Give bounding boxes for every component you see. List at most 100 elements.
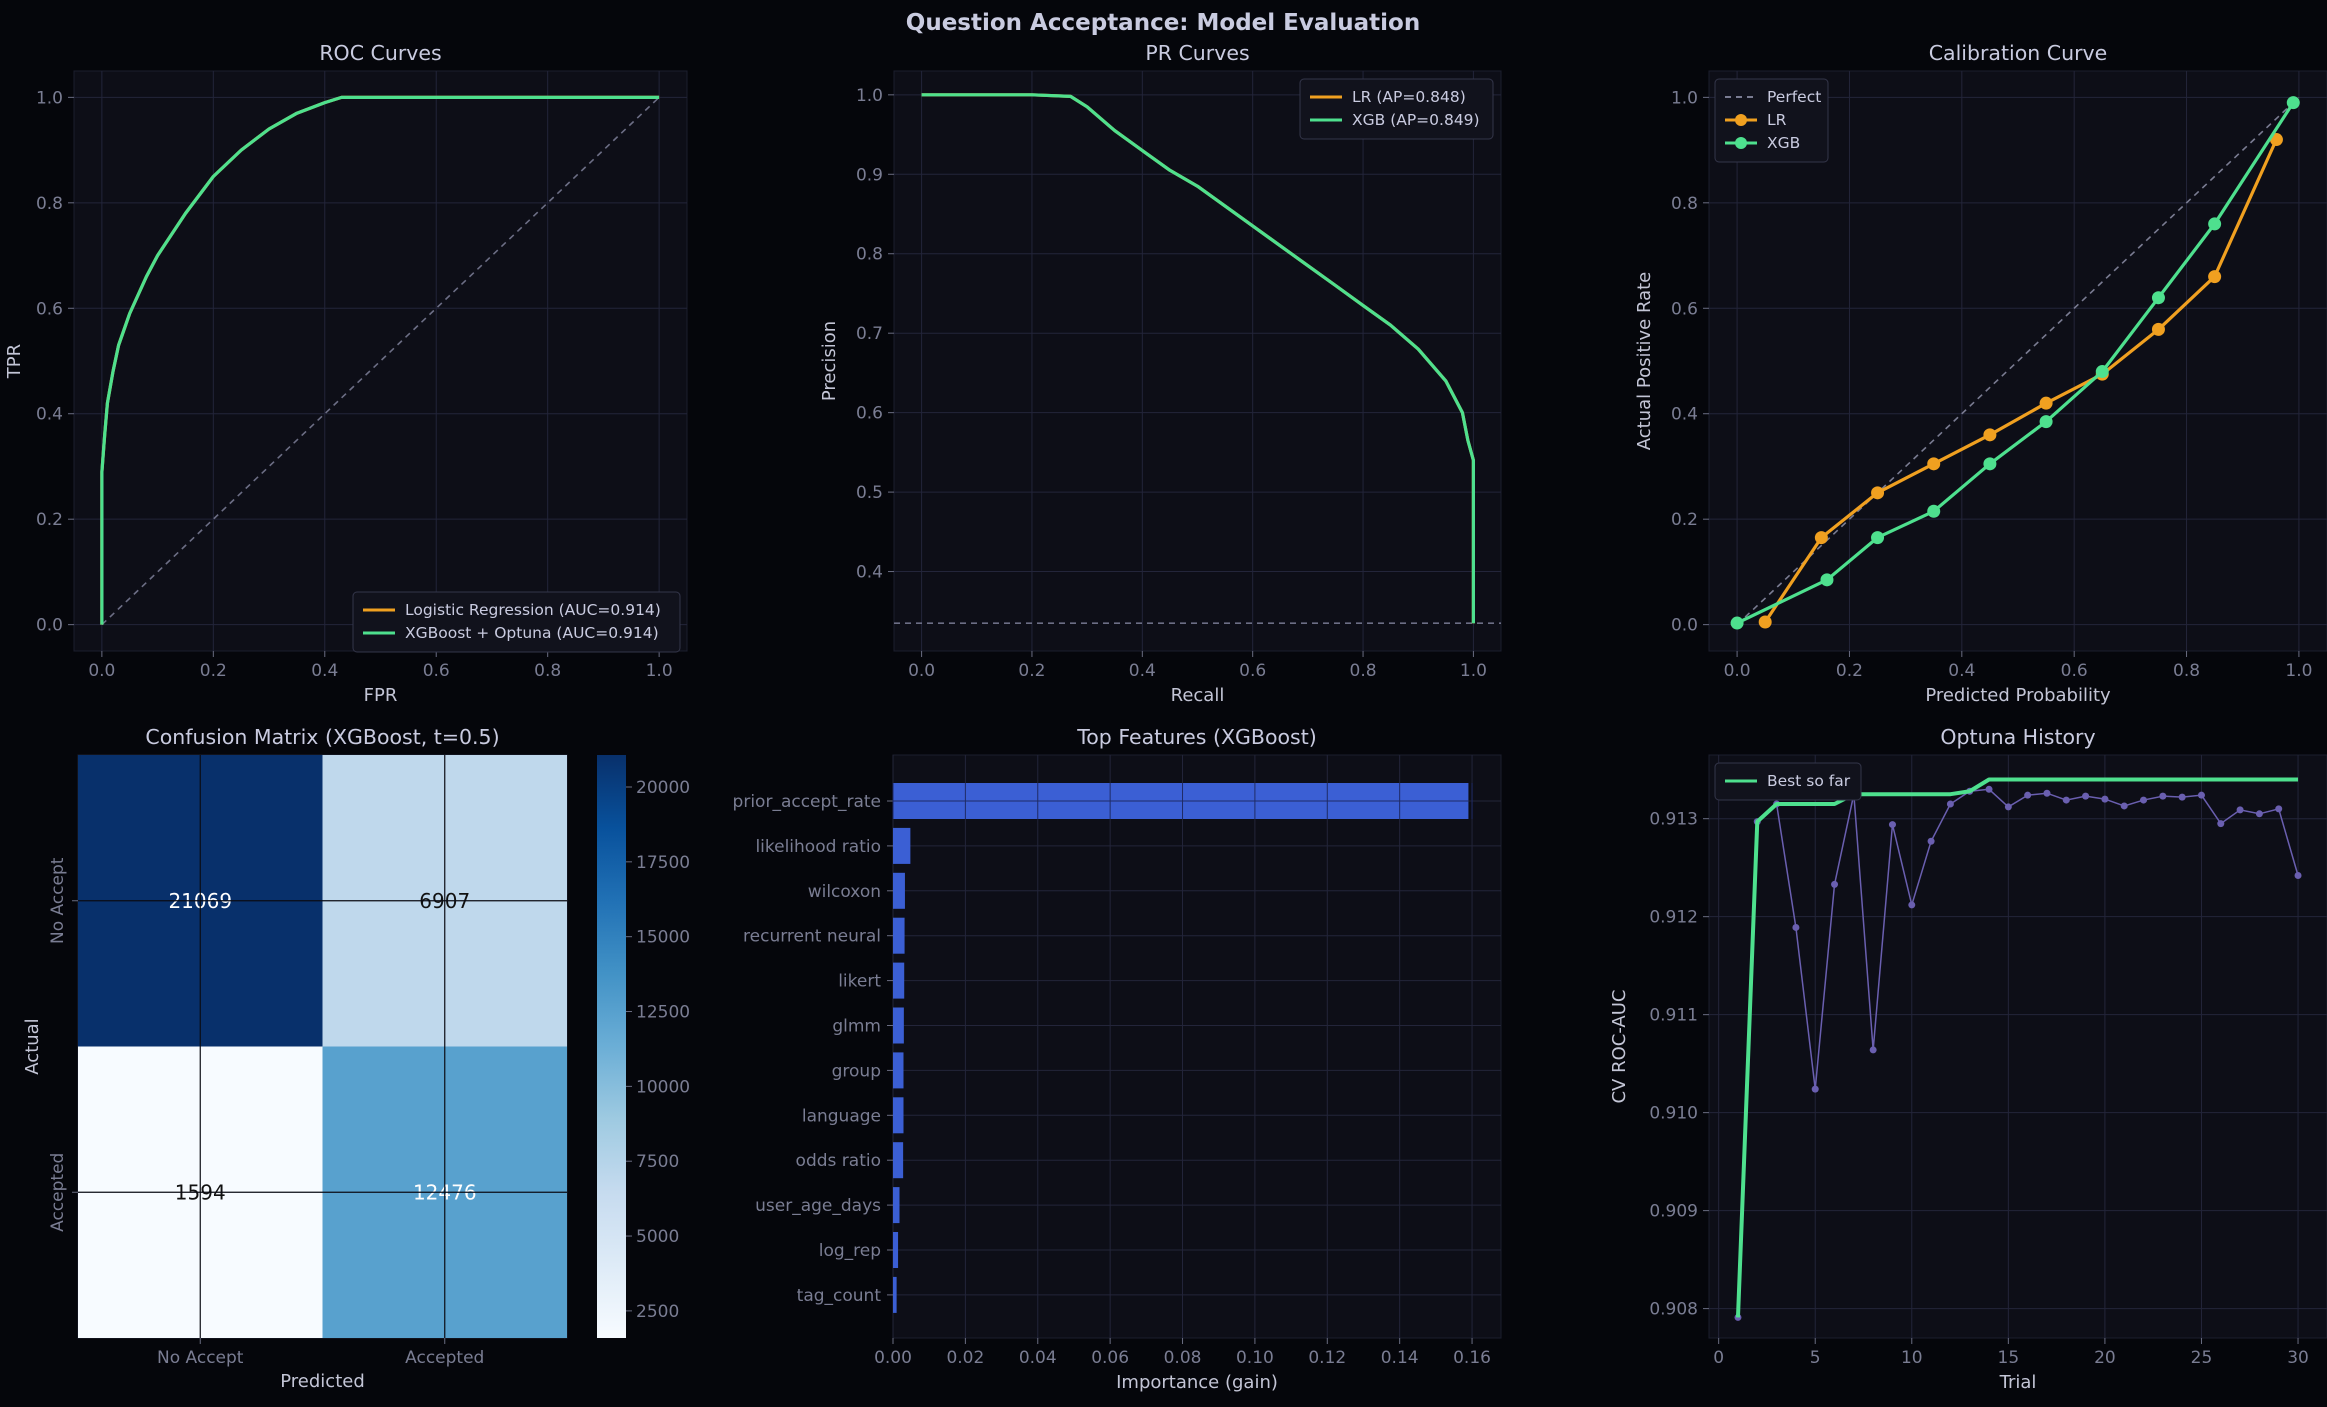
feature-bar xyxy=(893,827,911,864)
y-tick-label: 0.8 xyxy=(856,245,883,265)
colorbar-tick-label: 12500 xyxy=(636,1003,690,1023)
feature-label: tag_count xyxy=(797,1286,882,1306)
x-tick-label: Accepted xyxy=(405,1348,484,1368)
colorbar-tick-label: 5000 xyxy=(636,1227,679,1247)
x-tick-label: 0.8 xyxy=(1350,661,1377,681)
trial-point xyxy=(2255,810,2263,818)
trial-point xyxy=(2236,806,2244,814)
feature-bar xyxy=(893,872,905,909)
legend-marker xyxy=(1735,137,1747,149)
y-tick-label: 0.9 xyxy=(856,165,883,185)
data-point xyxy=(2039,415,2053,429)
y-tick-label: 0.912 xyxy=(1649,908,1698,928)
y-tick-label: 0.2 xyxy=(36,510,63,530)
trial-point xyxy=(2140,796,2148,804)
panel-title: Optuna History xyxy=(1940,725,2095,749)
series-line xyxy=(1736,96,2300,626)
y-axis-label: Actual Positive Rate xyxy=(1634,272,1655,451)
x-tick-label: 0.8 xyxy=(534,661,561,681)
panel-title: Top Features (XGBoost) xyxy=(1076,725,1317,749)
colorbar-tick-label: 15000 xyxy=(636,928,690,948)
y-tick-label: 1.0 xyxy=(36,88,63,108)
plot-area xyxy=(892,754,1502,1339)
trial-point xyxy=(1869,1046,1877,1054)
y-tick-label: 0.911 xyxy=(1649,1006,1698,1026)
panel-confusion: Confusion Matrix (XGBoost, t=0.5)2106969… xyxy=(22,725,690,1392)
panel-optuna: Optuna History 0 5 10 15 20 25 30 0.908 0.909 0.91… xyxy=(1609,725,2327,1393)
data-point xyxy=(1871,531,1885,545)
y-tick-label: 0.8 xyxy=(36,194,63,214)
y-axis-label: CV ROC-AUC xyxy=(1609,989,1630,1103)
x-tick-label: 0.12 xyxy=(1308,1348,1346,1368)
best-so-far-line xyxy=(1735,777,2299,1318)
x-axis-label: Predicted Probability xyxy=(1925,685,2111,706)
trial-line xyxy=(1737,788,2299,1318)
x-tick-label: 0.10 xyxy=(1236,1348,1274,1368)
y-tick-label: 0.0 xyxy=(36,616,63,636)
y-tick-label: 0.913 xyxy=(1649,810,1698,830)
colorbar-tick-label: 17500 xyxy=(636,853,690,873)
trial-point xyxy=(1985,785,1993,793)
x-tick-label: 0.6 xyxy=(1239,661,1266,681)
x-tick-label: 0.06 xyxy=(1091,1348,1129,1368)
feature-label: group xyxy=(832,1061,881,1081)
x-tick-label: 0.4 xyxy=(311,661,338,681)
trial-point xyxy=(2004,803,2012,811)
figure-suptitle: Question Acceptance: Model Evaluation xyxy=(906,10,1420,36)
feature-bar xyxy=(893,1142,904,1179)
feature-bar xyxy=(893,1052,904,1089)
series-line xyxy=(1763,138,2278,623)
legend-label: XGB (AP=0.849) xyxy=(1352,111,1480,129)
panel-title: ROC Curves xyxy=(319,41,441,65)
y-tick-label: 0.8 xyxy=(1671,194,1698,214)
x-tick-label: 0.14 xyxy=(1381,1348,1419,1368)
legend-label: LR xyxy=(1767,111,1787,129)
data-point xyxy=(2208,270,2222,284)
trial-point xyxy=(1927,837,1935,845)
y-axis-label: TPR xyxy=(4,344,25,379)
legend-marker xyxy=(1735,114,1747,126)
legend-label: LR (AP=0.848) xyxy=(1352,88,1466,106)
trial-point xyxy=(2217,820,2225,828)
x-tick-label: 0.2 xyxy=(1018,661,1045,681)
panel-calibration: Calibration Curve 0.0 0.2 0.4 0.6 0.8 1.0 0.0 0.… xyxy=(1634,41,2327,706)
feature-label: odds ratio xyxy=(796,1151,881,1171)
y-tick-label: 0.6 xyxy=(1671,299,1698,319)
trial-point xyxy=(2275,805,2283,813)
feature-label: user_age_days xyxy=(755,1196,881,1216)
trial-point xyxy=(1946,800,1954,808)
trial-point xyxy=(2043,789,2051,797)
y-tick-label: 0.4 xyxy=(1671,405,1698,425)
panel-pr: PR Curves 0.0 0.2 0.4 0.6 0.8 1.0 0.4 0.5 0.6 0.7 0… xyxy=(819,41,1502,706)
trial-point xyxy=(1811,1085,1819,1093)
trial-point xyxy=(2062,796,2070,804)
x-tick-label: 0.0 xyxy=(908,661,935,681)
data-point xyxy=(1758,615,1772,629)
feature-bar xyxy=(893,1007,904,1044)
x-tick-label: 0.02 xyxy=(946,1348,984,1368)
data-point xyxy=(1927,504,1941,518)
colorbar-tick-label: 10000 xyxy=(636,1077,690,1097)
x-tick-label: 20 xyxy=(2094,1348,2116,1368)
x-tick-label: 0.4 xyxy=(1948,661,1975,681)
x-tick-label: 0.8 xyxy=(2173,661,2200,681)
plot-area xyxy=(893,70,1502,652)
colorbar xyxy=(597,755,626,1338)
y-tick-label: 0.6 xyxy=(856,404,883,424)
feature-label: glmm xyxy=(832,1017,881,1037)
y-tick-label: 0.2 xyxy=(1671,510,1698,530)
data-point xyxy=(1730,616,1744,630)
data-point xyxy=(1814,531,1828,545)
x-tick-label: 30 xyxy=(2287,1348,2309,1368)
y-tick-label: 0.0 xyxy=(1671,616,1698,636)
x-tick-label: 1.0 xyxy=(2285,661,2312,681)
panel-title: Calibration Curve xyxy=(1929,41,2108,65)
trial-point xyxy=(1908,901,1916,909)
y-tick-label: 0.4 xyxy=(36,405,63,425)
feature-bar xyxy=(893,1097,904,1134)
series-line xyxy=(921,93,1476,624)
series-line xyxy=(101,96,660,626)
panel-roc: ROC Curves 0.0 0.2 0.4 0.6 0.8 1.0 0.0 0.2 0.4 0.6… xyxy=(4,41,688,706)
data-point xyxy=(2208,217,2222,231)
